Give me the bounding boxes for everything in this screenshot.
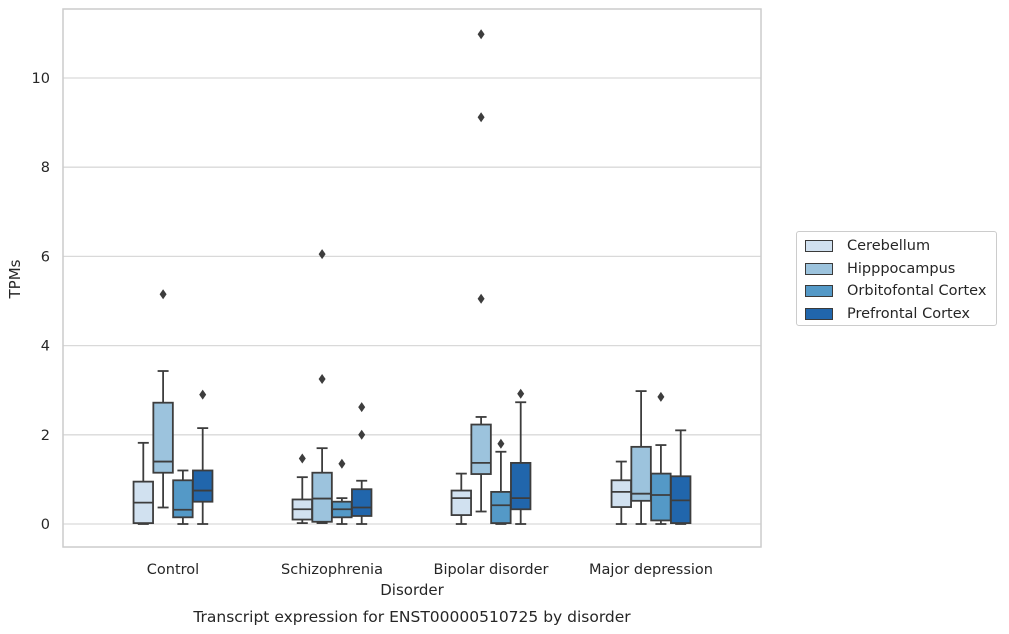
y-axis-ticks: 0 2 4 6 8 10 [32, 71, 50, 533]
box [670, 429, 692, 525]
box [450, 472, 472, 525]
box [331, 458, 353, 525]
x-axis-ticks: Control Schizophrenia Bipolar disorder Majo… [147, 562, 713, 578]
box-iqr [351, 488, 373, 517]
box [351, 402, 373, 525]
outlier-point [657, 391, 665, 402]
x-tick-label: Major depression [589, 562, 713, 578]
box [650, 391, 672, 525]
box-iqr [650, 472, 672, 522]
boxes [132, 29, 692, 525]
box [152, 289, 174, 509]
box-iqr [450, 489, 472, 516]
outlier-point [298, 453, 306, 464]
outlier-point [159, 289, 167, 300]
series-prefrontal-cortex [192, 388, 692, 525]
legend-label: Cerebellum [847, 238, 931, 254]
box [291, 453, 313, 525]
y-tick-label: 0 [41, 517, 50, 533]
outlier-point [477, 293, 485, 304]
legend-item: Prefrontal Cortex [805, 304, 970, 324]
x-tick-label: Control [147, 562, 199, 578]
box [610, 460, 632, 525]
outlier-point [318, 249, 326, 260]
series-cerebellum [132, 441, 632, 525]
outlier-point [358, 402, 366, 413]
box-iqr [172, 479, 194, 519]
x-tick-label: Schizophrenia [281, 562, 383, 578]
outlier-point [318, 374, 326, 385]
box [470, 29, 492, 513]
box [490, 438, 512, 525]
chart-caption: Transcript expression for ENST0000051072… [192, 608, 631, 626]
box-iqr [490, 490, 512, 525]
box [172, 469, 194, 525]
legend-label: Orbitofontal Cortex [847, 283, 987, 299]
outlier-point [477, 112, 485, 123]
outlier-point [517, 388, 525, 399]
outlier-point [338, 458, 346, 469]
y-tick-label: 6 [41, 249, 50, 265]
y-tick-label: 8 [41, 160, 50, 176]
outlier-point [497, 438, 505, 449]
series-orbitofontal-cortex [172, 391, 672, 525]
x-axis-label: Disorder [380, 581, 444, 599]
box-iqr [470, 423, 492, 475]
y-tick-label: 2 [41, 428, 50, 444]
legend-item: Hipppocampus [805, 259, 955, 279]
box-iqr [630, 445, 652, 502]
legend-item: Orbitofontal Cortex [805, 281, 986, 301]
legend-swatch [805, 307, 833, 320]
box-iqr [152, 401, 174, 474]
series-hipppocampus [152, 29, 652, 525]
legend: Cerebellum Hipppocampus Orbitofontal Corte… [796, 231, 997, 326]
legend-item: Cerebellum [805, 236, 930, 256]
box [630, 390, 652, 525]
box [311, 249, 333, 525]
legend-swatch [805, 262, 833, 275]
box-iqr [510, 461, 532, 511]
y-axis-label: TPMs [6, 259, 24, 299]
outlier-point [477, 29, 485, 40]
y-tick-label: 4 [41, 339, 50, 355]
legend-swatch [805, 285, 833, 297]
plot-frame [62, 8, 762, 548]
box [132, 441, 154, 525]
box-iqr [610, 479, 632, 508]
outlier-point [199, 389, 207, 400]
box-iqr [311, 471, 333, 523]
legend-swatch [805, 240, 833, 252]
y-tick-label: 10 [32, 71, 50, 87]
legend-label: Hipppocampus [847, 260, 956, 277]
outlier-point [358, 429, 366, 440]
box-iqr [192, 469, 214, 503]
legend-label: Prefrontal Cortex [847, 305, 970, 322]
box [192, 389, 214, 525]
box [510, 388, 532, 525]
x-tick-label: Bipolar disorder [434, 562, 549, 578]
